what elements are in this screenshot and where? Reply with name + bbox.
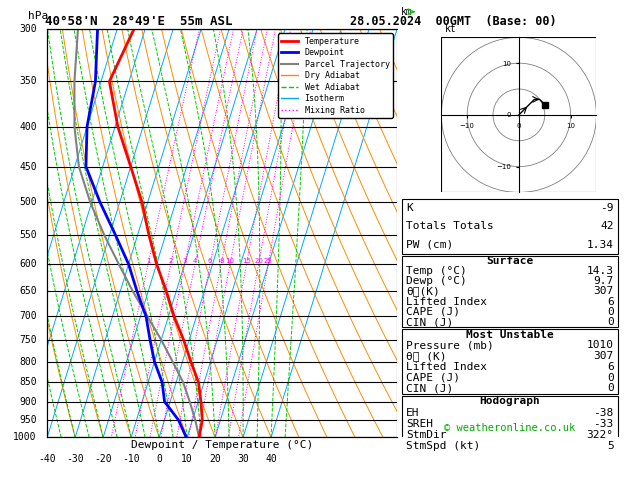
Text: 0: 0 bbox=[607, 317, 614, 327]
Text: 450: 450 bbox=[19, 162, 36, 172]
Text: 950: 950 bbox=[19, 415, 36, 425]
Text: 40°58'N  28°49'E  55m ASL: 40°58'N 28°49'E 55m ASL bbox=[45, 15, 232, 28]
Text: 0: 0 bbox=[607, 373, 614, 382]
Text: -9: -9 bbox=[600, 203, 614, 213]
Text: -30: -30 bbox=[66, 454, 84, 464]
Text: 307: 307 bbox=[593, 286, 614, 296]
Text: CIN (J): CIN (J) bbox=[406, 317, 454, 327]
Text: Lifted Index: Lifted Index bbox=[406, 362, 487, 372]
Text: 28.05.2024  00GMT  (Base: 00): 28.05.2024 00GMT (Base: 00) bbox=[350, 15, 556, 28]
Text: 20: 20 bbox=[254, 258, 263, 263]
Text: CAPE (J): CAPE (J) bbox=[406, 307, 460, 317]
Text: 6: 6 bbox=[607, 362, 614, 372]
Text: θᴇ(K): θᴇ(K) bbox=[406, 286, 440, 296]
Text: 1: 1 bbox=[146, 258, 150, 263]
Text: -8: -8 bbox=[401, 82, 412, 92]
Text: -10: -10 bbox=[122, 454, 140, 464]
Text: StmSpd (kt): StmSpd (kt) bbox=[406, 441, 481, 451]
Text: K: K bbox=[406, 203, 413, 213]
Text: 15: 15 bbox=[242, 258, 251, 263]
Text: -2: -2 bbox=[401, 355, 412, 364]
Text: -40: -40 bbox=[38, 454, 56, 464]
Text: -1: -1 bbox=[401, 396, 412, 406]
Text: -4: -4 bbox=[401, 268, 412, 278]
Text: 1000: 1000 bbox=[13, 433, 36, 442]
Text: 5: 5 bbox=[607, 441, 614, 451]
Text: 300: 300 bbox=[19, 24, 36, 34]
Text: Totals Totals: Totals Totals bbox=[406, 221, 494, 231]
Text: 1.34: 1.34 bbox=[587, 240, 614, 249]
Text: 350: 350 bbox=[19, 76, 36, 87]
Text: Surface: Surface bbox=[486, 256, 533, 266]
Text: Most Unstable: Most Unstable bbox=[466, 330, 554, 340]
Text: 10: 10 bbox=[226, 258, 235, 263]
Text: 40: 40 bbox=[265, 454, 277, 464]
Text: 800: 800 bbox=[19, 357, 36, 367]
Text: 30: 30 bbox=[237, 454, 249, 464]
Text: ASL: ASL bbox=[401, 37, 418, 47]
Text: 1010: 1010 bbox=[587, 340, 614, 350]
Text: 750: 750 bbox=[19, 335, 36, 345]
Text: 14.3: 14.3 bbox=[587, 266, 614, 276]
Text: Mixing Ratio (g/kg): Mixing Ratio (g/kg) bbox=[420, 177, 430, 289]
Text: Hodograph: Hodograph bbox=[479, 397, 540, 406]
Text: 600: 600 bbox=[19, 259, 36, 269]
Text: -3: -3 bbox=[401, 312, 412, 322]
Text: 10: 10 bbox=[181, 454, 193, 464]
Text: -5: -5 bbox=[401, 224, 412, 233]
Text: StmDir: StmDir bbox=[406, 430, 447, 440]
Text: 2: 2 bbox=[169, 258, 173, 263]
Text: 400: 400 bbox=[19, 122, 36, 132]
Text: 500: 500 bbox=[19, 197, 36, 208]
Text: Pressure (mb): Pressure (mb) bbox=[406, 340, 494, 350]
Text: © weatheronline.co.uk: © weatheronline.co.uk bbox=[444, 423, 576, 434]
Text: θᴇ (K): θᴇ (K) bbox=[406, 351, 447, 361]
Text: PW (cm): PW (cm) bbox=[406, 240, 454, 249]
Text: 900: 900 bbox=[19, 397, 36, 407]
Text: 0: 0 bbox=[607, 383, 614, 393]
Text: -20: -20 bbox=[94, 454, 112, 464]
Text: 9.7: 9.7 bbox=[593, 276, 614, 286]
Text: 307: 307 bbox=[593, 351, 614, 361]
Text: 25: 25 bbox=[264, 258, 272, 263]
Text: 8: 8 bbox=[219, 258, 223, 263]
Text: km: km bbox=[401, 7, 412, 17]
Text: 42: 42 bbox=[600, 221, 614, 231]
Text: hPa: hPa bbox=[28, 11, 48, 21]
Text: -33: -33 bbox=[593, 419, 614, 429]
Text: 550: 550 bbox=[19, 230, 36, 240]
Text: -7: -7 bbox=[401, 130, 412, 140]
Text: EH: EH bbox=[406, 408, 420, 417]
Text: 6: 6 bbox=[208, 258, 213, 263]
Text: CAPE (J): CAPE (J) bbox=[406, 373, 460, 382]
Text: 20: 20 bbox=[209, 454, 221, 464]
Text: LCL: LCL bbox=[401, 418, 418, 428]
Text: 322°: 322° bbox=[587, 430, 614, 440]
Text: 850: 850 bbox=[19, 377, 36, 387]
Text: Dewp (°C): Dewp (°C) bbox=[406, 276, 467, 286]
Text: 0: 0 bbox=[156, 454, 162, 464]
Text: Lifted Index: Lifted Index bbox=[406, 296, 487, 307]
Text: 0: 0 bbox=[607, 307, 614, 317]
X-axis label: Dewpoint / Temperature (°C): Dewpoint / Temperature (°C) bbox=[131, 440, 313, 450]
Text: SREH: SREH bbox=[406, 419, 433, 429]
Text: 4: 4 bbox=[193, 258, 198, 263]
Text: -38: -38 bbox=[593, 408, 614, 417]
Text: CIN (J): CIN (J) bbox=[406, 383, 454, 393]
Text: 6: 6 bbox=[607, 296, 614, 307]
Text: -6: -6 bbox=[401, 177, 412, 188]
Text: 650: 650 bbox=[19, 286, 36, 296]
Text: Temp (°C): Temp (°C) bbox=[406, 266, 467, 276]
Text: 700: 700 bbox=[19, 312, 36, 321]
Legend: Temperature, Dewpoint, Parcel Trajectory, Dry Adiabat, Wet Adiabat, Isotherm, Mi: Temperature, Dewpoint, Parcel Trajectory… bbox=[278, 34, 393, 118]
Text: 3: 3 bbox=[182, 258, 187, 263]
